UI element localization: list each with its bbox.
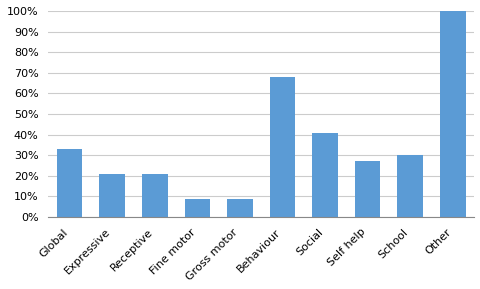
Bar	[99, 174, 125, 217]
Bar	[227, 199, 252, 217]
Bar	[142, 174, 167, 217]
Bar	[396, 155, 422, 217]
Bar	[269, 77, 295, 217]
Bar	[439, 11, 465, 217]
Bar	[184, 199, 210, 217]
Bar	[354, 162, 380, 217]
Bar	[57, 149, 82, 217]
Bar	[312, 133, 337, 217]
